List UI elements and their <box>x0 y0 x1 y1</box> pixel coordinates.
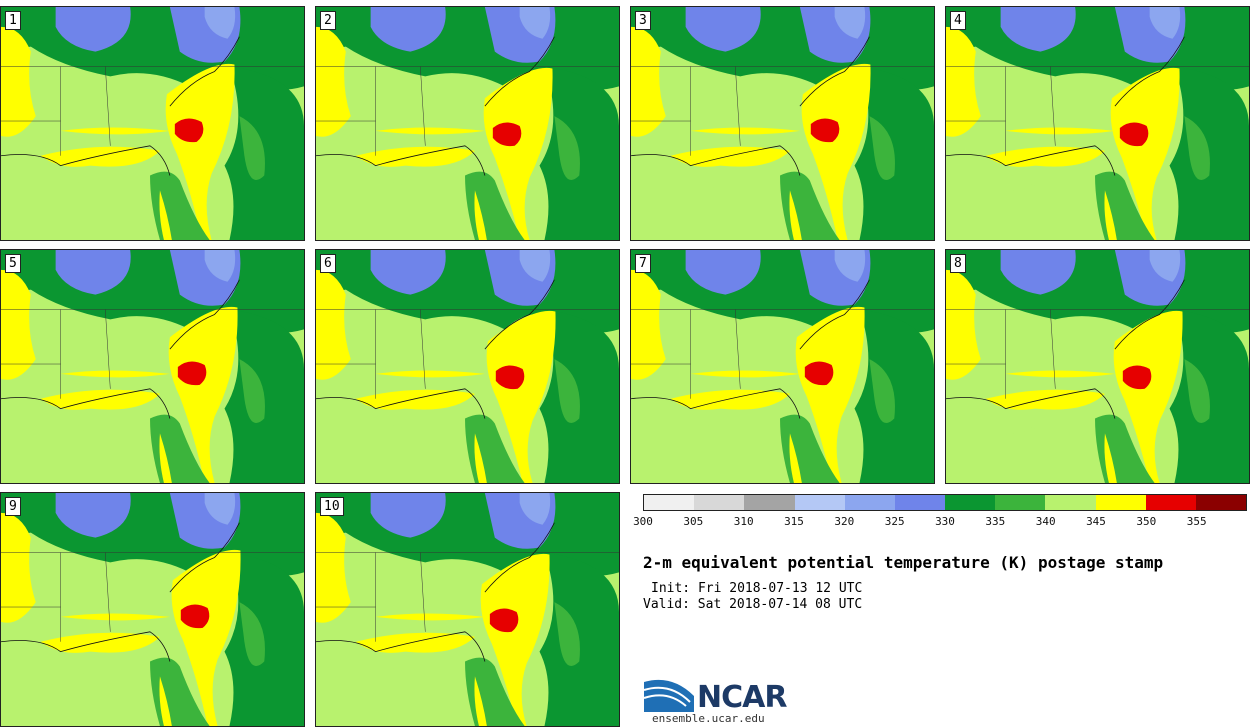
panel-number: 8 <box>950 254 966 273</box>
color-swatch <box>794 495 845 510</box>
color-swatch <box>995 495 1046 510</box>
tick-label: 350 <box>1136 515 1157 528</box>
tick-label: 305 <box>683 515 704 528</box>
page-title: 2-m equivalent potential temperature (K)… <box>643 553 1164 572</box>
tick-label: 315 <box>784 515 804 528</box>
map-panel: 1 <box>0 6 305 241</box>
map-panel: 8 <box>945 249 1250 484</box>
map-panel: 9 <box>0 492 305 727</box>
panel-number: 4 <box>950 11 966 30</box>
tick-label: 310 <box>733 515 754 528</box>
tick-label: 325 <box>884 515 905 528</box>
map-panel: 6 <box>315 249 620 484</box>
site-url: ensemble.ucar.edu <box>652 712 765 725</box>
color-swatch <box>1045 495 1096 510</box>
panel-number: 9 <box>5 497 21 516</box>
color-swatch <box>1195 495 1247 510</box>
map-panel: 5 <box>0 249 305 484</box>
valid-time: Valid: Sat 2018-07-14 08 UTC <box>643 597 863 612</box>
panel-number: 3 <box>635 11 651 30</box>
panel-number: 5 <box>5 254 21 273</box>
tick-label: 335 <box>985 515 1006 528</box>
color-swatch <box>744 495 795 510</box>
color-swatch <box>1145 495 1196 510</box>
tick-label: 320 <box>834 515 855 528</box>
color-swatch <box>1095 495 1146 510</box>
panel-number: 2 <box>320 11 336 30</box>
ncar-logo-text: NCAR <box>697 680 787 715</box>
color-scale-bar <box>643 494 1247 511</box>
color-swatch <box>644 495 695 510</box>
tick-label: 330 <box>935 515 955 528</box>
panel-number: 6 <box>320 254 336 273</box>
tick-label: 345 <box>1086 515 1106 528</box>
tick-label: 355 <box>1186 515 1207 528</box>
map-panel: 7 <box>630 249 935 484</box>
map-panel: 10 <box>315 492 620 727</box>
color-swatch <box>694 495 745 510</box>
map-panel: 4 <box>945 6 1250 241</box>
tick-label: 340 <box>1035 515 1056 528</box>
color-swatch <box>894 495 946 510</box>
color-swatch <box>844 495 895 510</box>
panel-number: 1 <box>5 11 21 30</box>
panel-number: 10 <box>320 497 344 516</box>
ncar-logo-icon <box>643 679 694 712</box>
map-panel: 2 <box>315 6 620 241</box>
map-panel: 3 <box>630 6 935 241</box>
init-time: Init: Fri 2018-07-13 12 UTC <box>651 581 863 596</box>
tick-label: 300 <box>633 515 653 528</box>
color-swatch <box>945 495 996 510</box>
panel-number: 7 <box>635 254 651 273</box>
